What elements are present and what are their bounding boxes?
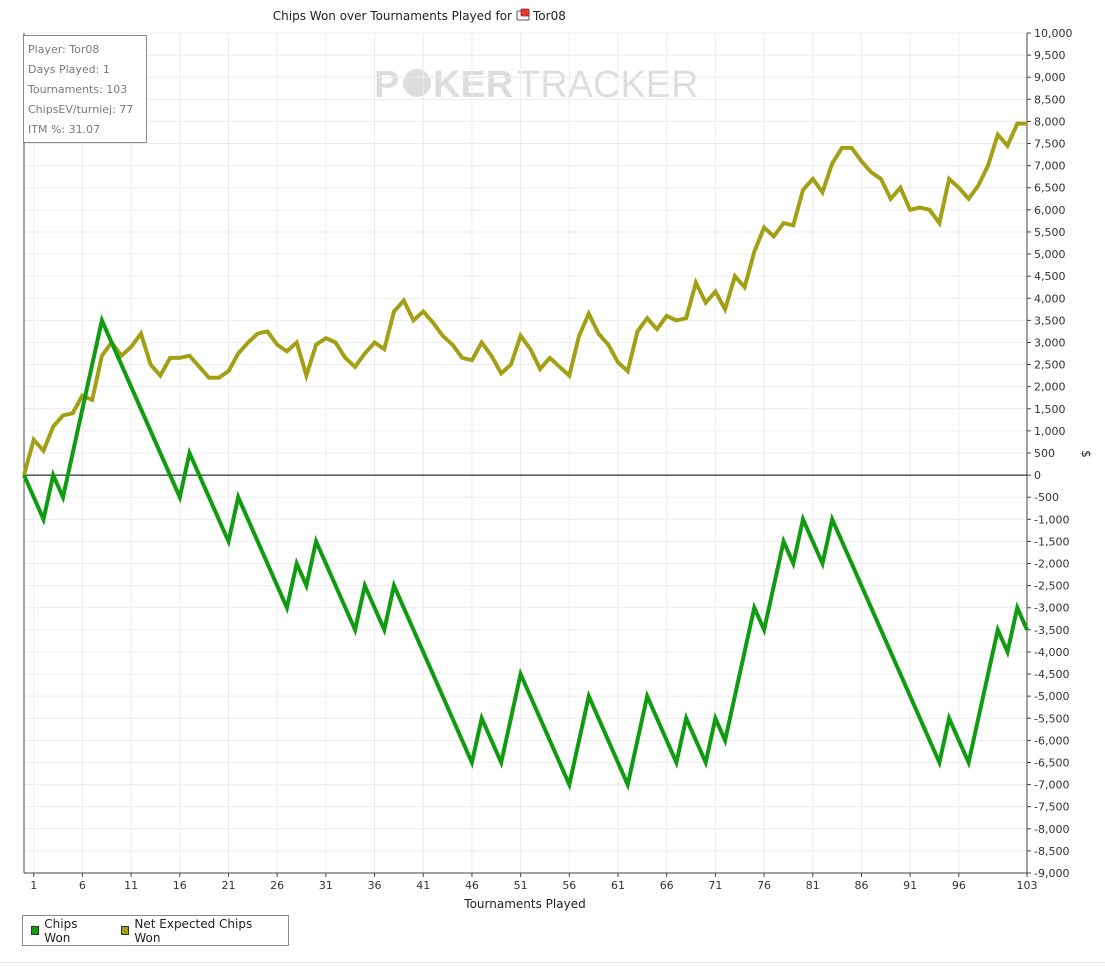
x-tick-label: 61 — [611, 879, 625, 892]
y-tick-label: 4,500 — [1034, 270, 1066, 283]
x-tick-label: 6 — [79, 879, 86, 892]
y-tick-label: 10,000 — [1034, 27, 1073, 40]
y-axis-label: $ — [1079, 450, 1093, 458]
series — [22, 121, 1029, 792]
y-tick-label: -3,500 — [1034, 624, 1069, 637]
y-tick-label: 500 — [1034, 447, 1055, 460]
y-tick-label: -4,500 — [1034, 668, 1069, 681]
x-tick-label: 96 — [952, 879, 966, 892]
bottom-divider — [0, 962, 1105, 963]
series-line-net-expected — [22, 121, 1027, 476]
y-tick-label: 3,500 — [1034, 314, 1066, 327]
y-tick-label: -4,000 — [1034, 646, 1069, 659]
x-tick-label: 36 — [368, 879, 382, 892]
x-tick-label: 11 — [124, 879, 138, 892]
x-tick-label: 1 — [30, 879, 37, 892]
x-axis-label: Tournaments Played — [463, 897, 585, 911]
stat-chipsev: ChipsEV/turniej: 77 — [28, 103, 134, 116]
x-tick-label: 66 — [660, 879, 674, 892]
y-tick-label: 7,500 — [1034, 138, 1066, 151]
stat-days-played: Days Played: 1 — [28, 63, 110, 76]
y-tick-label: 9,500 — [1034, 49, 1066, 62]
y-tick-label: 0 — [1034, 469, 1041, 482]
x-tick-label: 76 — [757, 879, 771, 892]
stat-player: Player: Tor08 — [28, 43, 100, 56]
legend-swatch-chips-won — [31, 926, 40, 935]
y-tick-label: 5,000 — [1034, 248, 1066, 261]
player-stats-box: Player: Tor08 Days Played: 1 Tournaments… — [23, 35, 147, 143]
y-tick-label: -1,500 — [1034, 535, 1069, 548]
y-tick-label: -9,000 — [1034, 867, 1069, 880]
y-tick-label: 8,500 — [1034, 93, 1066, 106]
grid — [24, 32, 1028, 874]
player-icon — [516, 8, 530, 21]
y-axis-ticks: 10,000 9,500 9,000 8,500 8,000 7,500 7,000 6,50… — [1027, 27, 1073, 880]
x-tick-label: 103 — [1017, 879, 1038, 892]
x-axis-ticks: 1 6 11 16 21 26 31 36 41 46 51 56 61 66 71 76 81 86 91 96 10… — [30, 873, 1038, 892]
legend-item-net-expected[interactable]: Net Expected Chips Won — [121, 917, 268, 945]
y-tick-label: -7,000 — [1034, 779, 1069, 792]
x-tick-label: 56 — [562, 879, 576, 892]
y-tick-label: -8,500 — [1034, 845, 1069, 858]
x-tick-label: 46 — [465, 879, 479, 892]
y-tick-label: 9,000 — [1034, 71, 1066, 84]
y-tick-label: -5,500 — [1034, 712, 1069, 725]
x-tick-label: 91 — [903, 879, 917, 892]
y-tick-label: 7,000 — [1034, 160, 1066, 173]
y-tick-label: 2,500 — [1034, 359, 1066, 372]
y-tick-label: 6,500 — [1034, 182, 1066, 195]
y-tick-label: -3,000 — [1034, 602, 1069, 615]
legend: Chips Won Net Expected Chips Won — [22, 915, 289, 946]
y-tick-label: -2,000 — [1034, 558, 1069, 571]
x-tick-label: 71 — [708, 879, 722, 892]
y-tick-label: 1,500 — [1034, 403, 1066, 416]
series-line-chips-won — [22, 313, 1029, 792]
y-tick-label: -6,000 — [1034, 734, 1069, 747]
y-tick-label: 2,000 — [1034, 381, 1066, 394]
y-tick-label: 4,000 — [1034, 292, 1066, 305]
legend-item-chips-won[interactable]: Chips Won — [31, 917, 101, 945]
y-tick-label: -1,000 — [1034, 513, 1069, 526]
x-tick-label: 81 — [806, 879, 820, 892]
y-tick-label: 6,000 — [1034, 204, 1066, 217]
y-tick-label: -5,000 — [1034, 690, 1069, 703]
x-tick-label: 51 — [514, 879, 528, 892]
legend-swatch-net-expected — [121, 926, 130, 935]
stat-tournaments: Tournaments: 103 — [28, 83, 128, 96]
x-tick-label: 21 — [221, 879, 235, 892]
y-tick-label: -500 — [1034, 491, 1059, 504]
y-tick-label: 3,000 — [1034, 336, 1066, 349]
y-tick-label: -8,000 — [1034, 823, 1069, 836]
y-tick-label: 8,000 — [1034, 115, 1066, 128]
y-tick-label: -7,500 — [1034, 801, 1069, 814]
x-tick-label: 41 — [416, 879, 430, 892]
stat-itm: ITM %: 31.07 — [28, 123, 101, 136]
x-tick-label: 86 — [854, 879, 868, 892]
y-tick-label: -2,500 — [1034, 580, 1069, 593]
x-tick-label: 31 — [319, 879, 333, 892]
x-tick-label: 16 — [173, 879, 187, 892]
legend-label-chips-won: Chips Won — [44, 916, 78, 945]
x-tick-label: 26 — [270, 879, 284, 892]
chart-player-name: Tor08 — [532, 9, 566, 23]
y-tick-label: 5,500 — [1034, 226, 1066, 239]
legend-label-net-expected: Net Expected Chips Won — [134, 916, 253, 945]
y-tick-label: 1,000 — [1034, 425, 1066, 438]
y-tick-label: -6,500 — [1034, 756, 1069, 769]
chart-title: Chips Won over Tournaments Played for — [273, 9, 512, 23]
